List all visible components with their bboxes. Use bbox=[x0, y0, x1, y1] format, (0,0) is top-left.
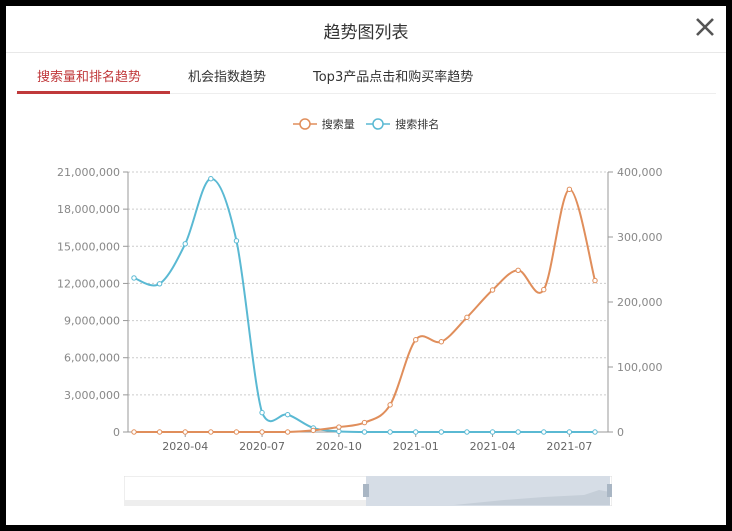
x-tick-label: 2020-04 bbox=[162, 440, 208, 453]
x-tick-label: 2020-07 bbox=[239, 440, 285, 453]
y-right-tick-label: 100,000 bbox=[617, 361, 663, 374]
data-point bbox=[233, 238, 240, 244]
y-left-tick-label: 9,000,000 bbox=[64, 315, 120, 328]
data-point bbox=[361, 419, 368, 426]
x-tick-label: 2021-04 bbox=[470, 440, 516, 453]
close-x-icon[interactable] bbox=[690, 12, 720, 42]
data-point bbox=[566, 429, 573, 435]
data-point bbox=[284, 429, 291, 435]
y-right-tick-label: 0 bbox=[617, 426, 624, 439]
data-point bbox=[387, 429, 393, 435]
chart-legend: 搜索量 搜索排名 bbox=[6, 116, 726, 134]
data-point bbox=[336, 424, 342, 430]
data-point bbox=[413, 429, 419, 435]
data-point bbox=[156, 429, 163, 435]
data-point bbox=[310, 425, 316, 431]
data-point bbox=[131, 429, 137, 435]
y-right-tick-label: 400,000 bbox=[617, 166, 663, 179]
data-point bbox=[464, 314, 470, 321]
zoom-handle-left[interactable] bbox=[363, 484, 369, 497]
tab-search-volume-rank[interactable]: 搜索量和排名趋势 bbox=[37, 70, 142, 85]
dialog-title: 趋势图列表 bbox=[323, 23, 409, 43]
title-bar: 趋势图列表 bbox=[6, 6, 726, 53]
zoom-preview-area bbox=[366, 490, 610, 505]
y-left-tick-label: 12,000,000 bbox=[57, 277, 120, 290]
data-point bbox=[361, 429, 368, 435]
data-point bbox=[182, 241, 188, 247]
x-tick-label: 2021-07 bbox=[546, 440, 592, 453]
data-point bbox=[541, 429, 547, 435]
data-point bbox=[515, 267, 521, 274]
zoom-track bbox=[124, 500, 366, 506]
data-point bbox=[208, 429, 214, 435]
data-point bbox=[438, 429, 445, 435]
data-point bbox=[464, 429, 470, 435]
data-point bbox=[156, 281, 163, 287]
y-right-tick-label: 200,000 bbox=[617, 296, 663, 309]
data-point bbox=[387, 402, 393, 408]
tab-opportunity-index[interactable]: 机会指数趋势 bbox=[188, 70, 267, 85]
data-point bbox=[515, 429, 521, 435]
data-point bbox=[284, 411, 291, 418]
legend-label: 搜索排名 bbox=[395, 118, 440, 131]
legend-search-volume[interactable]: 搜索量 bbox=[292, 116, 355, 132]
data-point bbox=[131, 275, 137, 281]
data-point bbox=[592, 277, 598, 284]
y-left-tick-label: 21,000,000 bbox=[57, 166, 120, 179]
data-zoom-slider[interactable] bbox=[123, 475, 613, 507]
series-line-search-rank bbox=[133, 177, 595, 433]
legend-label: 搜索量 bbox=[321, 118, 355, 131]
x-tick-label: 2020-10 bbox=[316, 440, 362, 453]
y-left-tick-label: 0 bbox=[113, 426, 120, 439]
data-point bbox=[182, 429, 188, 435]
tab-bar: 搜索量和排名趋势 机会指数趋势 Top3产品点击和购买率趋势 bbox=[16, 53, 716, 94]
y-left-tick-label: 3,000,000 bbox=[64, 389, 120, 402]
legend-circle-icon bbox=[366, 118, 391, 130]
x-tick-label: 2021-01 bbox=[393, 440, 439, 453]
active-tab-underline bbox=[17, 91, 170, 94]
y-left-tick-label: 15,000,000 bbox=[57, 240, 120, 253]
data-point bbox=[489, 429, 496, 435]
series-line-search-volume bbox=[134, 188, 596, 433]
data-point bbox=[541, 286, 547, 293]
data-point bbox=[413, 337, 419, 343]
data-point bbox=[489, 287, 496, 293]
data-point bbox=[336, 428, 342, 435]
y-left-tick-label: 18,000,000 bbox=[57, 203, 120, 216]
data-point bbox=[592, 429, 598, 435]
y-right-tick-label: 300,000 bbox=[617, 231, 663, 244]
tab-top3-ctr-purchase[interactable]: Top3产品点击和购买率趋势 bbox=[313, 70, 474, 85]
data-point bbox=[259, 429, 265, 435]
y-left-tick-label: 6,000,000 bbox=[64, 352, 120, 365]
data-point bbox=[259, 409, 265, 416]
dialog-window: 趋势图列表 搜索量和排名趋势 机会指数趋势 Top3产品点击和购买率趋势 搜索量… bbox=[6, 6, 726, 525]
legend-search-rank[interactable]: 搜索排名 bbox=[366, 116, 439, 132]
data-point bbox=[566, 186, 573, 193]
data-point bbox=[233, 429, 240, 435]
data-point bbox=[310, 427, 316, 434]
zoom-handle-right[interactable] bbox=[607, 484, 613, 497]
data-point bbox=[438, 339, 445, 345]
legend-circle-icon bbox=[292, 118, 317, 130]
data-point bbox=[208, 175, 214, 182]
